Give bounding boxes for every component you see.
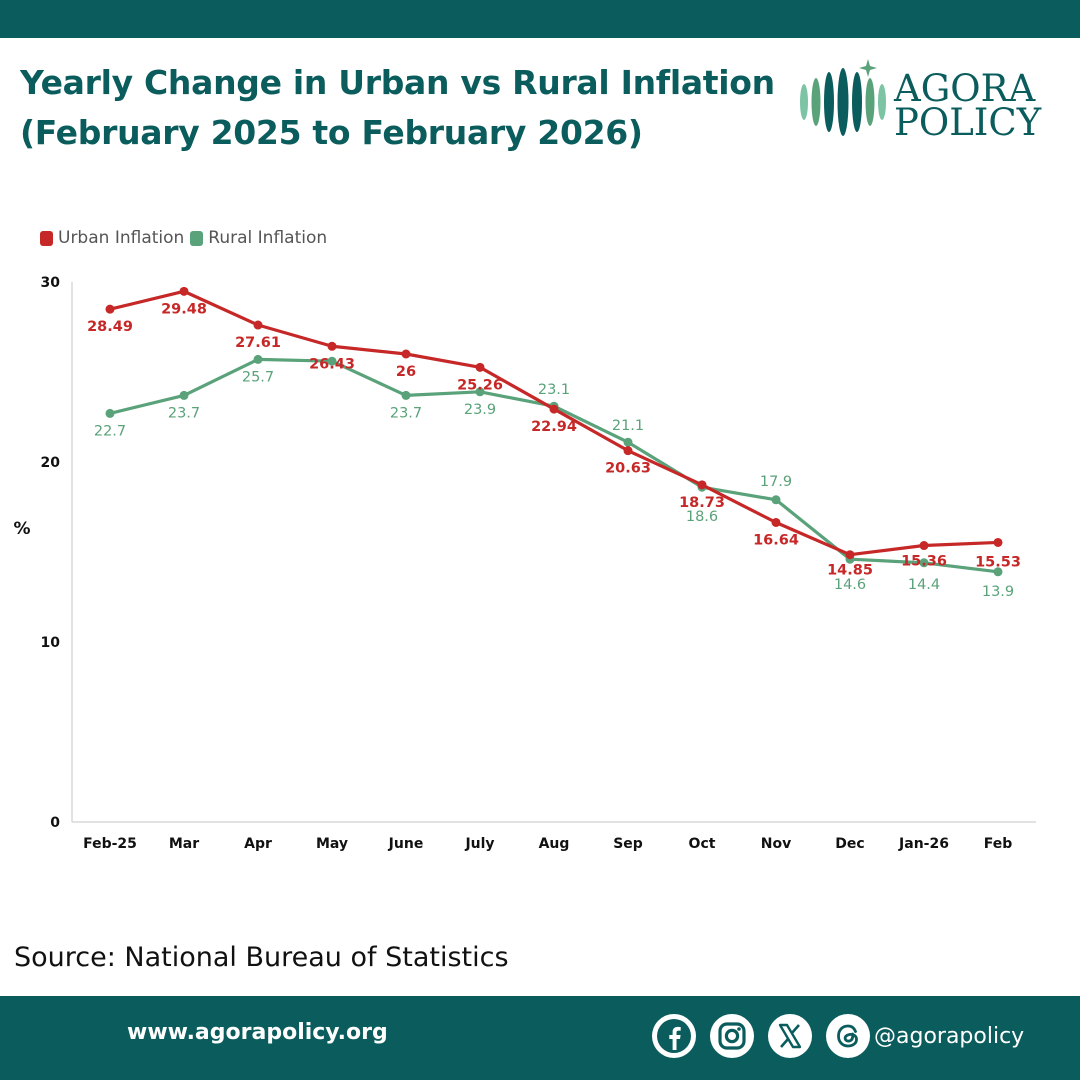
urban-data-label: 29.48: [161, 301, 207, 317]
urban-data-point: [549, 404, 559, 414]
facebook-icon[interactable]: [652, 1014, 696, 1058]
x-tick-label: May: [316, 836, 348, 852]
urban-data-label: 26: [396, 364, 416, 380]
rural-data-point: [919, 558, 929, 568]
urban-data-point: [327, 341, 337, 351]
urban-data-label: 16.64: [753, 532, 799, 548]
source-note: Source: National Bureau of Statistics: [14, 942, 509, 973]
rural-data-label: 23.1: [538, 382, 570, 398]
logo-mark-icon: [800, 59, 886, 136]
urban-data-label: 14.85: [827, 563, 873, 579]
rural-data-label: 23.7: [168, 405, 200, 421]
urban-data-label: 27.61: [235, 335, 281, 351]
urban-data-label: 28.49: [87, 319, 133, 335]
y-tick-label: 0: [50, 815, 60, 831]
x-tick-label: July: [464, 836, 494, 852]
x-tick-label: Oct: [689, 836, 716, 852]
urban-data-point: [919, 541, 929, 551]
legend-swatch-rural: [190, 230, 204, 246]
urban-data-label: 26.43: [309, 356, 355, 372]
legend-swatch-urban: [40, 230, 53, 246]
line-chart: 0 10 20 30% Feb-25 Mar Apr May June July Aug Sep Oct…: [13, 275, 1036, 852]
instagram-icon[interactable]: [710, 1014, 754, 1058]
urban-data-label: 15.36: [901, 554, 947, 570]
rural-data-label: 21.1: [612, 418, 644, 434]
urban-data-point: [179, 286, 189, 296]
urban-data-label: 15.53: [975, 554, 1021, 570]
rural-data-point: [771, 495, 781, 505]
rural-data-label: 25.7: [242, 369, 274, 385]
urban-data-point: [845, 550, 855, 560]
urban-data-point: [253, 320, 263, 330]
title-line-1: Yearly Change in Urban vs Rural Inflatio…: [20, 63, 775, 102]
urban-data-label: 18.73: [679, 495, 725, 511]
social-handle[interactable]: @agorapolicy: [874, 1023, 1025, 1049]
rural-data-label: 17.9: [760, 474, 792, 490]
x-tick-label: Sep: [613, 836, 643, 852]
rural-data-label: 23.9: [464, 402, 496, 418]
rural-data-point: [179, 390, 189, 400]
urban-data-point: [401, 349, 411, 359]
x-tick-label: Jan-26: [898, 836, 949, 852]
urban-data-point: [771, 517, 781, 527]
social-links: @agorapolicy: [652, 1014, 1024, 1058]
urban-data-point: [993, 537, 1003, 547]
y-axis-label: %: [13, 519, 30, 539]
urban-data-point: [697, 480, 707, 490]
logo-text-line-2: POLICY: [894, 101, 1042, 144]
x-tick-label: Apr: [244, 836, 272, 852]
y-tick-label: 20: [41, 455, 61, 471]
y-tick-label: 10: [41, 635, 61, 651]
rural-data-label: 13.9: [982, 584, 1014, 600]
legend-item-rural[interactable]: Rural Inflation: [190, 228, 327, 248]
legend-label-urban: Urban Inflation: [58, 228, 185, 248]
page-title: Yearly Change in Urban vs Rural Inflatio…: [20, 58, 780, 158]
rural-data-point: [401, 390, 411, 400]
rural-data-label: 23.7: [390, 405, 422, 421]
urban-data-point: [105, 304, 115, 314]
urban-data-point: [475, 362, 485, 372]
x-tick-label: Mar: [169, 836, 199, 852]
x-tick-label: Nov: [761, 836, 791, 852]
x-tick-label: Feb-25: [83, 836, 137, 852]
rural-data-label: 14.6: [834, 577, 866, 593]
rural-data-label: 14.4: [908, 577, 940, 593]
x-tick-label: Dec: [835, 836, 864, 852]
legend-item-urban[interactable]: Urban Inflation: [40, 228, 184, 248]
rural-data-point: [105, 408, 115, 418]
rural-data-label: 22.7: [94, 423, 126, 439]
x-icon[interactable]: [768, 1014, 812, 1058]
agora-policy-logo: AGORA POLICY: [796, 56, 1066, 146]
rural-data-point: [327, 356, 337, 366]
urban-data-label: 25.26: [457, 377, 503, 393]
urban-data-label: 20.63: [605, 461, 651, 477]
rural-data-point: [253, 354, 263, 364]
legend-label-rural: Rural Inflation: [208, 228, 328, 248]
rural-data-point: [993, 567, 1003, 577]
top-band: [0, 0, 1080, 38]
rural-data-point: [623, 437, 633, 447]
urban-data-point: [623, 446, 633, 456]
y-tick-label: 30: [41, 275, 61, 291]
x-tick-label: June: [388, 836, 424, 852]
logo-text-line-1: AGORA: [894, 67, 1036, 110]
urban-data-label: 22.94: [531, 419, 577, 435]
rural-data-point: [475, 387, 485, 397]
website-link[interactable]: www.agorapolicy.org: [127, 1020, 388, 1045]
title-line-2: (February 2025 to February 2026): [20, 113, 643, 152]
footer-band: www.agorapolicy.org @agorapolicy: [0, 996, 1080, 1080]
threads-icon[interactable]: [826, 1014, 870, 1058]
x-tick-label: Aug: [539, 836, 570, 852]
chart-legend: Urban Inflation Rural Inflation: [40, 228, 333, 248]
x-tick-label: Feb: [984, 836, 1013, 852]
rural-data-label: 18.6: [686, 509, 718, 525]
